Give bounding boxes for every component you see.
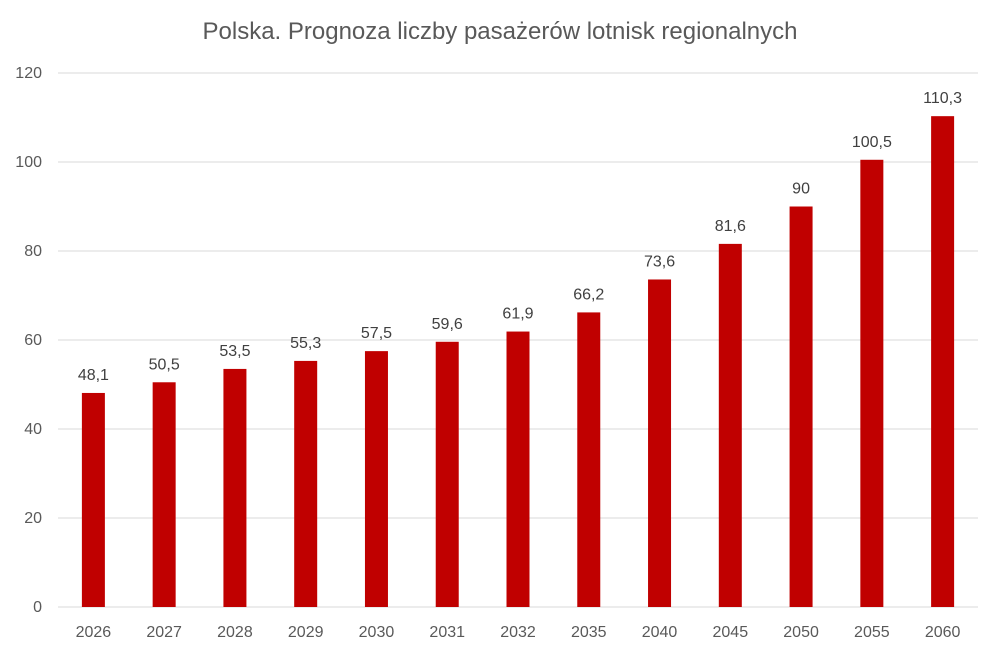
data-label-2055: 100,5 [852,134,892,151]
y-tick-label: 60 [24,332,42,349]
bars [81,116,955,607]
bar-2045 [718,243,742,607]
bar-2035 [577,312,601,607]
x-tick-label-2045: 2045 [713,624,749,641]
x-tick-label-2035: 2035 [571,624,607,641]
x-axis-ticks: 2026 2027 2028 2029 2030 2031 2032 2035 2040 2045… [76,624,961,641]
bar-2031 [435,341,459,607]
x-tick-label-2028: 2028 [217,624,253,641]
data-labels: 48,1 50,5 53,5 55,3 57,5 59,6 61,9 66,2 73,6 81,6… [78,90,962,384]
data-label-2030: 57,5 [361,325,392,342]
data-label-2045: 81,6 [715,218,746,235]
x-tick-label-2031: 2031 [429,624,465,641]
bar-2030 [364,351,388,607]
x-tick-label-2030: 2030 [359,624,395,641]
x-tick-label-2029: 2029 [288,624,324,641]
data-label-2026: 48,1 [78,367,109,384]
y-tick-label: 0 [33,599,42,616]
data-label-2028: 53,5 [219,343,250,360]
y-axis-ticks: 0 20 40 60 80 100 120 [15,65,42,616]
x-tick-label-2027: 2027 [146,624,182,641]
x-tick-label-2060: 2060 [925,624,961,641]
data-label-2050: 90 [792,181,810,198]
y-tick-label: 80 [24,243,42,260]
bar-2032 [506,331,530,607]
bar-2060 [931,116,955,607]
data-label-2032: 61,9 [502,306,533,323]
x-tick-label-2040: 2040 [642,624,678,641]
bar-2029 [294,360,318,607]
bar-2040 [648,279,672,607]
data-label-2060: 110,3 [923,90,962,107]
data-label-2035: 66,2 [573,286,604,303]
chart-title: Polska. Prognoza liczby pasażerów lotnis… [202,18,798,45]
data-label-2031: 59,6 [432,316,463,333]
data-label-2040: 73,6 [644,253,675,270]
bar-2027 [152,382,176,607]
bar-2026 [81,392,105,607]
y-tick-label: 40 [24,421,42,438]
y-tick-label: 100 [15,154,42,171]
x-tick-label-2050: 2050 [783,624,819,641]
bar-2050 [789,206,813,607]
x-tick-label-2032: 2032 [500,624,536,641]
x-tick-label-2026: 2026 [76,624,112,641]
data-label-2029: 55,3 [290,335,321,352]
y-tick-label: 20 [24,510,42,527]
bar-2055 [860,159,884,607]
data-label-2027: 50,5 [149,356,180,373]
y-tick-label: 120 [15,65,42,82]
bar-2028 [223,368,247,607]
x-tick-label-2055: 2055 [854,624,890,641]
